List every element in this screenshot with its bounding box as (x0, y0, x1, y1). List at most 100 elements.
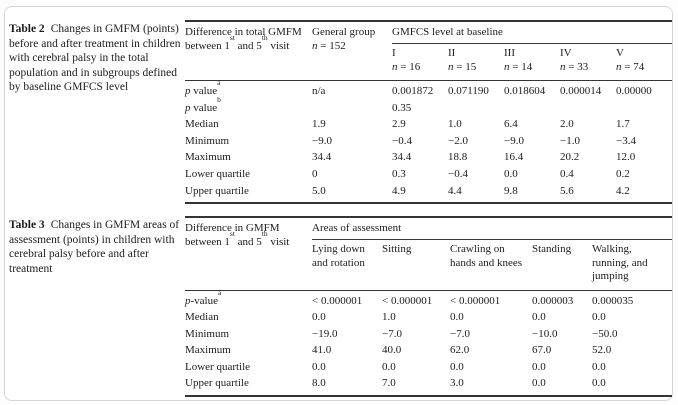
value-cell: 18.8 (448, 151, 468, 164)
value-cell: 1.0 (448, 118, 462, 131)
table3: Difference in GMFM between 1st and 5th v… (185, 216, 673, 398)
value-cell: 1.7 (616, 118, 630, 131)
value-cell: 0.018604 (504, 85, 546, 97)
value-cell: −2.0 (448, 134, 468, 147)
value-cell: 20.2 (560, 151, 580, 164)
table-row: Lower quartile 0.0 0.0 0.0 0.0 0.0 (185, 359, 672, 376)
table-row: Minimum −9.0 −0.4 −2.0 −9.0 −1.0 −3.4 (185, 133, 672, 150)
table2-caption: Table 2 Changes in GMFM (points) before a… (9, 22, 181, 95)
value-cell: 0.35 (392, 101, 412, 114)
value-cell: 34.4 (312, 151, 332, 164)
value-cell: −10.0 (532, 327, 558, 340)
table3-areas-span-header: Areas of assessment (312, 217, 673, 240)
value-cell: 0.0 (592, 360, 606, 373)
table3-header-row-2: Lying down and rotation Sitting Crawling… (185, 239, 673, 291)
value-cell (504, 100, 560, 117)
row-label: p valueb (185, 94, 221, 114)
table3-area-header-1: Lying down and rotation (312, 239, 382, 291)
row-label: Lower quartile (185, 360, 251, 373)
value-cell: −0.4 (448, 167, 468, 180)
table2-general-group-header: General group n = 152 (312, 21, 392, 81)
value-cell: 0.4 (560, 167, 574, 180)
table-row: Minimum −19.0 −7.0 −7.0 −10.0 −50.0 (185, 326, 672, 343)
table2: Difference in total GMFM between 1st and… (185, 20, 673, 205)
table3-caption-label: Table 3 (9, 219, 45, 231)
value-cell (560, 100, 616, 117)
value-cell: 9.8 (504, 182, 560, 205)
table3-header-row-1: Difference in GMFM between 1st and 5th v… (185, 217, 673, 291)
value-cell: −7.0 (382, 327, 402, 340)
value-cell: 2.0 (560, 118, 574, 131)
value-cell: 67.0 (532, 344, 552, 357)
table-row: Lower quartile 0 0.3 −0.4 0.0 0.4 0.2 (185, 166, 672, 183)
table-row: Upper quartile 5.0 4.9 4.4 9.8 5.6 4.2 (185, 182, 673, 205)
table-row: Median 0.0 1.0 0.0 0.0 0.0 (185, 309, 672, 326)
table-row: Median 1.9 2.9 1.0 6.4 2.0 1.7 (185, 116, 672, 133)
table3-area-header-4: Standing (532, 239, 592, 291)
table3-area-header-5: Walking, running, and jumping (592, 239, 673, 291)
value-cell: 0.0 (450, 360, 464, 373)
row-label: Median (185, 311, 219, 324)
table2-level-header-3: III n = 14 (504, 43, 560, 81)
row-label: Lower quartile (185, 167, 251, 180)
value-cell: 0.00000 (616, 85, 652, 97)
table3-caption-text: Changes in GMFM areas of assessment (poi… (9, 219, 180, 275)
value-cell: 62.0 (450, 344, 470, 357)
value-cell: 16.4 (504, 151, 524, 164)
value-cell: 0.2 (616, 167, 630, 180)
value-cell: 0.0 (592, 311, 606, 324)
table2-level-header-2: II n = 15 (448, 43, 504, 81)
value-cell: 0.0 (532, 375, 592, 398)
value-cell: 4.4 (448, 182, 504, 205)
row-label: Upper quartile (185, 375, 312, 398)
table2-gmfcs-span-header: GMFCS level at baseline (392, 21, 673, 44)
table2-header-row-1: Difference in total GMFM between 1st and… (185, 21, 673, 81)
table-row: p valueb 0.35 (185, 94, 672, 117)
value-cell: −3.4 (616, 134, 636, 147)
row-label: Maximum (185, 151, 231, 164)
value-cell: 0.001872 (392, 85, 434, 97)
value-cell: < 0.000001 (312, 294, 363, 307)
value-cell: 3.0 (450, 375, 532, 398)
value-cell: 0.0 (312, 311, 326, 324)
value-cell: < 0.000001 (450, 294, 501, 307)
table2-stub-header: Difference in total GMFM between 1st and… (185, 21, 312, 81)
value-cell: −7.0 (450, 327, 470, 340)
row-label: Minimum (185, 134, 230, 147)
row-label: p valuea (185, 78, 221, 97)
value-cell: 0.000003 (532, 294, 574, 307)
value-cell: 0.3 (392, 167, 406, 180)
value-cell: 1.0 (382, 311, 396, 324)
value-cell: 7.0 (382, 375, 450, 398)
table-row: Maximum 41.0 40.0 62.0 67.0 52.0 (185, 342, 672, 359)
value-cell: −19.0 (312, 327, 338, 340)
table-row: p valuea n/a 0.001872 0.071190 0.018604 … (185, 78, 672, 100)
row-label: p-valuea (185, 287, 222, 307)
value-cell: 40.0 (382, 344, 402, 357)
value-cell: 0.0 (592, 375, 673, 398)
value-cell: 0 (312, 167, 318, 180)
value-cell: 34.4 (392, 151, 412, 164)
value-cell: 6.4 (504, 118, 518, 131)
value-cell: 0.0 (532, 360, 546, 373)
value-cell: 0.0 (382, 360, 396, 373)
value-cell: 8.0 (312, 375, 382, 398)
value-cell: −9.0 (312, 134, 332, 147)
value-cell: −50.0 (592, 327, 618, 340)
table2-level-header-4: IV n = 33 (560, 43, 616, 81)
value-cell: 5.6 (560, 182, 616, 205)
value-cell: 0.000035 (592, 294, 634, 307)
value-cell: −1.0 (560, 134, 580, 147)
value-cell: n/a (312, 85, 326, 97)
value-cell (448, 100, 504, 117)
table3-area-header-2: Sitting (382, 239, 450, 291)
value-cell: 12.0 (616, 151, 636, 164)
value-cell: −0.4 (392, 134, 412, 147)
value-cell: 0.0 (532, 311, 546, 324)
value-cell: 0.000014 (560, 85, 602, 97)
row-label: Minimum (185, 327, 230, 340)
value-cell: 0.0 (504, 167, 518, 180)
value-cell: 2.9 (392, 118, 406, 131)
